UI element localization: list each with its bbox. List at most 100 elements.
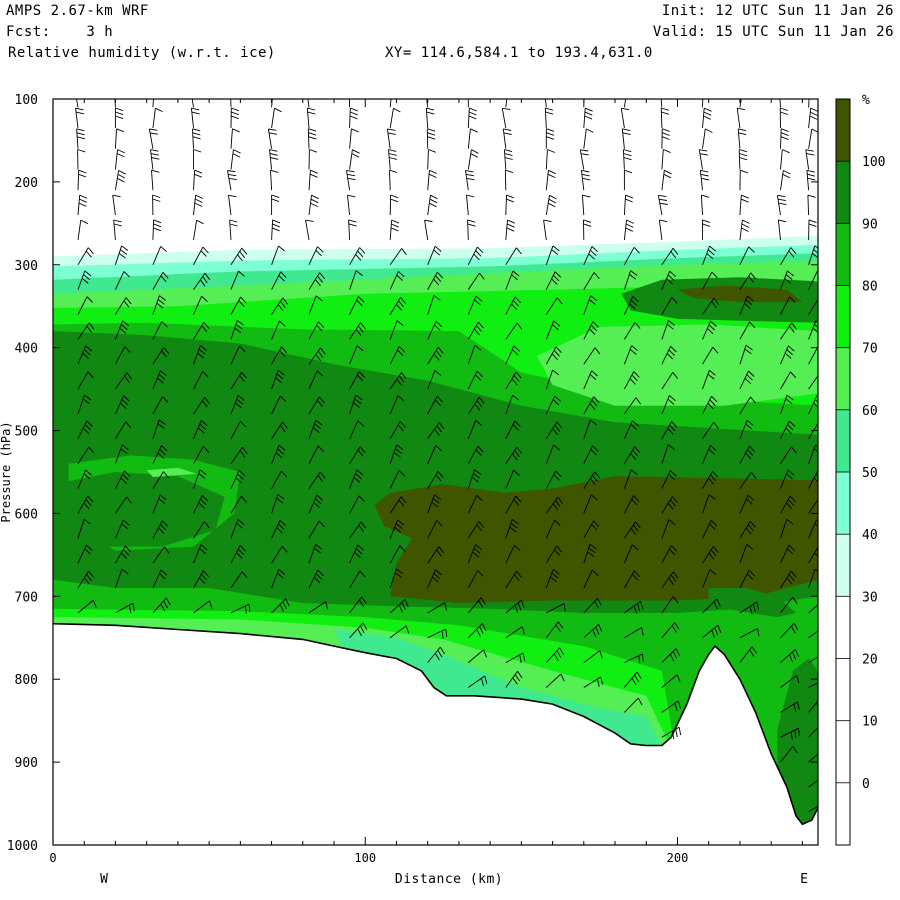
wind-barbs-layer	[75, 99, 818, 813]
wind-barb	[661, 596, 679, 614]
terrain-fill	[53, 623, 818, 845]
wind-barb	[114, 320, 130, 340]
x-end-label-east: E	[800, 872, 808, 887]
wind-barb	[467, 99, 469, 108]
wind-barb	[738, 149, 748, 170]
wind-barb	[114, 170, 126, 191]
wind-barb	[467, 107, 477, 129]
wind-barb	[702, 395, 718, 415]
wind-barb	[77, 270, 92, 290]
wind-barb	[805, 149, 815, 170]
wind-barb	[583, 321, 599, 340]
wind-barb	[427, 602, 447, 614]
wind-barb	[349, 394, 363, 415]
wind-barb	[152, 246, 167, 265]
y-tick-label-200: 200	[15, 176, 38, 191]
wind-barb	[736, 107, 746, 129]
wind-barb	[152, 445, 168, 464]
wind-barb	[152, 471, 169, 489]
wind-barb	[230, 420, 247, 440]
wind-barb	[346, 169, 356, 191]
wind-barb	[308, 370, 324, 390]
wind-barb	[505, 544, 521, 564]
wind-barb	[702, 422, 719, 440]
rh-band-moist-east-400	[537, 324, 818, 406]
wind-barb	[467, 272, 485, 290]
wind-barb	[308, 169, 318, 191]
wind-barb	[700, 194, 710, 216]
wind-barb	[780, 420, 796, 439]
wind-barb	[427, 245, 442, 265]
wind-barb	[780, 746, 798, 763]
wind-barb	[468, 675, 488, 688]
wind-barb	[349, 322, 366, 340]
wind-barb	[505, 599, 525, 614]
wind-barb	[737, 128, 747, 149]
wind-barb	[389, 372, 407, 390]
wind-barb	[114, 470, 131, 489]
wind-barb	[386, 128, 396, 149]
wind-barb	[661, 519, 676, 539]
wind-barb	[427, 320, 443, 340]
wind-barb	[702, 598, 721, 614]
wind-barb	[661, 700, 681, 713]
wind-barb	[192, 128, 201, 149]
wind-barb	[545, 271, 562, 290]
wind-barb	[698, 149, 708, 170]
wind-barb	[545, 245, 560, 265]
wind-barb	[623, 469, 638, 489]
wind-barb	[152, 272, 169, 290]
wind-barb	[661, 296, 678, 315]
wind-barb	[661, 726, 682, 740]
wind-barb	[702, 519, 718, 539]
wind-barb	[427, 271, 444, 290]
wind-barb	[230, 603, 251, 614]
wind-barb	[779, 107, 789, 129]
wind-barb	[230, 519, 245, 539]
wind-barb	[76, 128, 86, 149]
wind-barb	[545, 621, 564, 639]
wind-barb	[349, 570, 366, 589]
wind-barb	[780, 675, 800, 688]
wind-barb	[702, 346, 719, 365]
wind-barb	[780, 596, 798, 614]
wind-barb	[808, 726, 818, 738]
wind-barb	[230, 571, 248, 589]
wind-barb	[193, 345, 207, 365]
wind-barb	[780, 622, 799, 639]
wind-barb	[389, 545, 406, 564]
wind-barb	[702, 494, 716, 514]
wind-barb	[505, 469, 520, 489]
wind-barb	[389, 568, 404, 589]
wind-barb	[427, 194, 438, 216]
wind-barb	[624, 671, 642, 688]
wind-barb	[308, 272, 326, 290]
wind-barb	[661, 622, 680, 639]
rh-band-west-60	[146, 467, 197, 477]
header-init: Init: 12 UTC Sun 11 Jan 26	[661, 3, 894, 19]
wind-barb	[389, 297, 407, 315]
wind-barb	[349, 446, 366, 464]
wind-barb	[583, 445, 599, 464]
wind-barb	[389, 421, 406, 440]
wind-barb	[467, 396, 485, 415]
wind-barb	[152, 546, 170, 564]
wind-barb	[77, 371, 94, 390]
wind-barb	[583, 396, 600, 415]
wind-barb	[545, 496, 563, 514]
wind-barb	[661, 421, 678, 440]
wind-barb	[505, 322, 523, 340]
wind-barb	[467, 370, 484, 390]
wind-barb	[389, 99, 399, 108]
wind-barb	[739, 471, 757, 489]
y-tick-label-600: 600	[15, 507, 38, 522]
wind-barb	[308, 445, 325, 464]
wind-barb	[228, 194, 237, 216]
rh-band-west-midlevel-90	[53, 472, 225, 547]
wind-barb	[467, 445, 484, 464]
wind-barb	[623, 345, 638, 365]
wind-barb	[808, 374, 818, 390]
wind-barb	[661, 149, 671, 170]
wind-barb	[623, 194, 634, 216]
colorbar-label-70: 70	[862, 342, 878, 357]
